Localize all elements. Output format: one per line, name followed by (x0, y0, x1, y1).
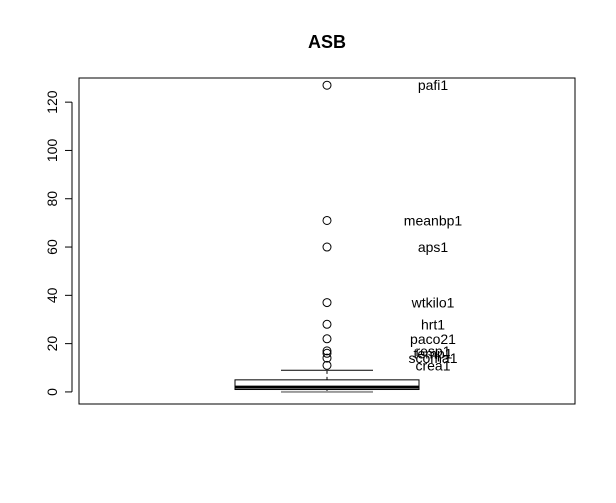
outlier-point-pafi1 (322, 80, 332, 90)
iqr-box (234, 379, 420, 391)
y-tick-label-100: 100 (44, 139, 60, 163)
outlier-group: pafi1 meanbp1 aps1 wtkilo1 hrt1paco21resp1te… (322, 77, 463, 373)
outlier-label-temp1: temp1 (414, 345, 453, 361)
outlier-point-temp1 (322, 348, 332, 358)
y-tick-label-20: 20 (44, 336, 60, 352)
y-tick-label-80: 80 (44, 191, 60, 207)
outlier-label-crea1: crea1 (415, 357, 450, 373)
outlier-label-meanbp1: meanbp1 (404, 212, 463, 228)
plot-frame (78, 77, 576, 405)
outlier-point-scoma1 (322, 353, 332, 363)
outlier-label-aps1: aps1 (418, 239, 449, 255)
y-axis: 0 20 40 60 80 100 120 (44, 90, 73, 396)
outlier-label-hrt1: hrt1 (421, 316, 445, 332)
chart-title: ASB (308, 32, 346, 52)
outlier-point-meanbp1 (322, 215, 332, 225)
outlier-label-pafi1: pafi1 (418, 77, 449, 93)
y-tick-label-60: 60 (44, 239, 60, 255)
outlier-point-aps1 (322, 242, 332, 252)
outlier-point-crea1 (322, 360, 332, 370)
outlier-label-resp1: resp1 (415, 343, 450, 359)
outlier-point-paco21 (322, 334, 332, 344)
outlier-label-scoma1: scoma1 (408, 350, 457, 366)
outlier-label-wtkilo1: wtkilo1 (411, 295, 455, 311)
outlier-point-wtkilo1 (322, 298, 332, 308)
y-tick-label-40: 40 (44, 287, 60, 303)
outlier-point-hrt1 (322, 319, 332, 329)
outlier-label-paco21: paco21 (410, 331, 456, 347)
y-tick-label-0: 0 (44, 388, 60, 396)
outlier-point-resp1 (322, 346, 332, 356)
y-tick-label-120: 120 (44, 90, 60, 114)
box-group (234, 369, 420, 393)
